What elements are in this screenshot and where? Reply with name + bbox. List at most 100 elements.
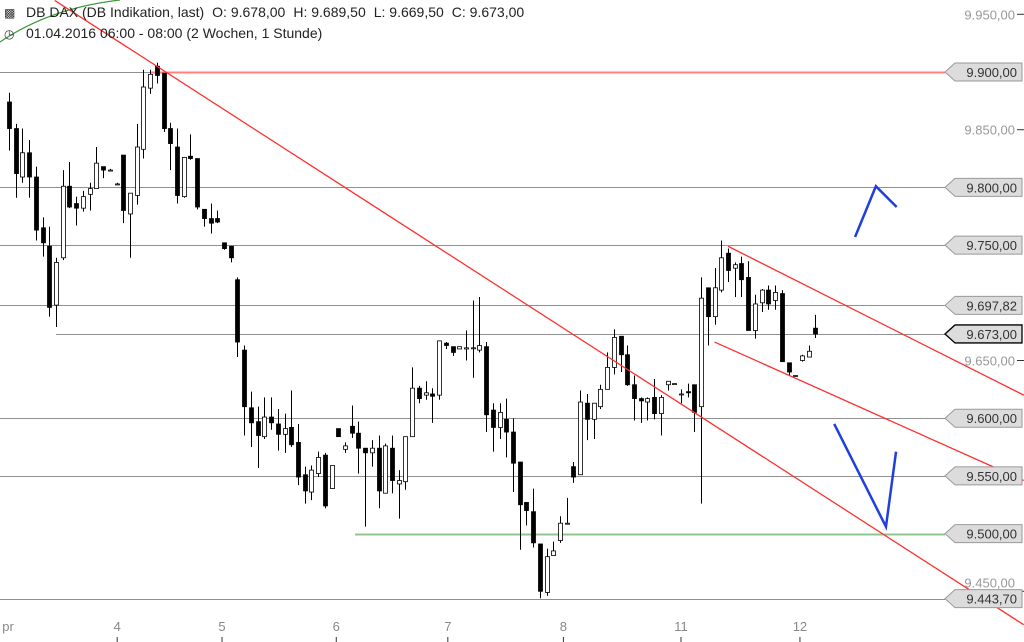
candle: [222, 242, 227, 250]
candle-body: [316, 457, 321, 474]
candle: [397, 470, 402, 519]
candle-body: [692, 384, 697, 413]
candle: [504, 398, 509, 458]
period-text: 01.04.2016 06:00 - 08:00 (2 Wochen, 1 St…: [26, 25, 323, 41]
candle-body: [545, 556, 550, 593]
candle: [471, 300, 476, 378]
candle: [363, 447, 368, 527]
candle-body: [128, 192, 133, 215]
candle: [746, 261, 751, 331]
candle: [316, 451, 321, 478]
candle: [323, 452, 328, 509]
instrument-header: ▩ DB DAX (DB Indikation, last) O: 9.678,00…: [4, 4, 532, 20]
candle: [303, 466, 308, 504]
candle-body: [444, 342, 449, 346]
price-label: 9.750,00: [966, 238, 1017, 253]
open-value: O: 9.678,00: [212, 4, 286, 20]
x-tick-label: 8: [560, 619, 567, 634]
channel-upper-line[interactable]: [727, 245, 1024, 396]
candle-body: [652, 397, 657, 414]
candle: [672, 383, 677, 385]
candle: [289, 390, 294, 448]
instrument-name: DB DAX (DB Indikation, last): [26, 4, 205, 20]
candle-body: [417, 387, 422, 399]
candle: [612, 329, 617, 375]
candle: [699, 277, 704, 504]
candle: [686, 383, 691, 398]
blue-v-mark[interactable]: [833, 423, 898, 531]
candle-body: [504, 418, 509, 433]
candle: [309, 465, 314, 501]
candle-body: [182, 156, 187, 198]
candle: [343, 442, 348, 453]
candle: [61, 170, 66, 261]
candle-body: [242, 349, 247, 408]
candle-body: [115, 183, 120, 186]
candle: [81, 190, 86, 212]
candle-body: [34, 176, 39, 231]
candle: [350, 405, 355, 438]
candle-body: [81, 196, 86, 209]
candle-body: [424, 392, 429, 396]
candle: [659, 395, 664, 436]
candle-body: [323, 454, 328, 507]
candle-body: [565, 522, 570, 525]
candle-body: [558, 522, 563, 541]
candle: [558, 516, 563, 543]
main-downtrend-line[interactable]: [54, 0, 1024, 626]
candle-body: [787, 362, 792, 373]
candle-body: [67, 185, 72, 208]
candle: [162, 72, 167, 133]
price-label-box: [944, 324, 1023, 344]
candle: [531, 488, 536, 548]
candle: [605, 352, 610, 390]
period-header: ◷ 01.04.2016 06:00 - 08:00 (2 Wochen, 1 S…: [4, 25, 330, 41]
candle-body: [61, 185, 66, 259]
candle: [733, 262, 738, 298]
candle-body: [397, 480, 402, 485]
price-label-box: [944, 295, 1023, 315]
candle: [336, 428, 341, 438]
trendlines[interactable]: [54, 0, 1024, 626]
blue-up-arrow-mark[interactable]: [853, 184, 898, 238]
candle-body: [538, 543, 543, 592]
price-label: 9.800,00: [966, 180, 1017, 195]
price-label-box: [944, 62, 1023, 82]
price-label: 9.600,00: [966, 411, 1017, 426]
candle-body: [713, 287, 718, 318]
candle-body: [800, 355, 805, 361]
candle-body: [209, 218, 214, 224]
y-tick-label: 9.650,00: [964, 354, 1015, 369]
candles: [7, 62, 818, 599]
candle: [713, 268, 718, 325]
candle: [437, 340, 442, 400]
candle-body: [370, 447, 375, 454]
x-tick-label: 11: [674, 619, 688, 634]
candle-body: [303, 474, 308, 492]
candle-body: [706, 287, 711, 318]
candle-body: [686, 391, 691, 394]
candle-body: [121, 154, 126, 211]
candle-body: [551, 550, 556, 556]
candle-body: [330, 465, 335, 489]
candle: [760, 288, 765, 313]
candle: [256, 406, 261, 468]
candle: [645, 397, 650, 421]
candle-body: [47, 245, 52, 308]
candle: [813, 314, 818, 338]
candle: [726, 248, 731, 283]
horizontal-levels: [0, 71, 945, 600]
candle-body: [175, 146, 180, 196]
candle: [209, 203, 214, 234]
channel-lower-line[interactable]: [714, 341, 1024, 482]
candle: [592, 402, 597, 439]
candle-body: [471, 347, 476, 350]
price-label: 9.550,00: [966, 469, 1017, 484]
candle-body: [531, 511, 536, 544]
candle-body: [780, 293, 785, 363]
candle-body: [343, 445, 348, 450]
candle: [215, 210, 220, 224]
candle: [571, 462, 576, 483]
candle: [135, 123, 140, 205]
